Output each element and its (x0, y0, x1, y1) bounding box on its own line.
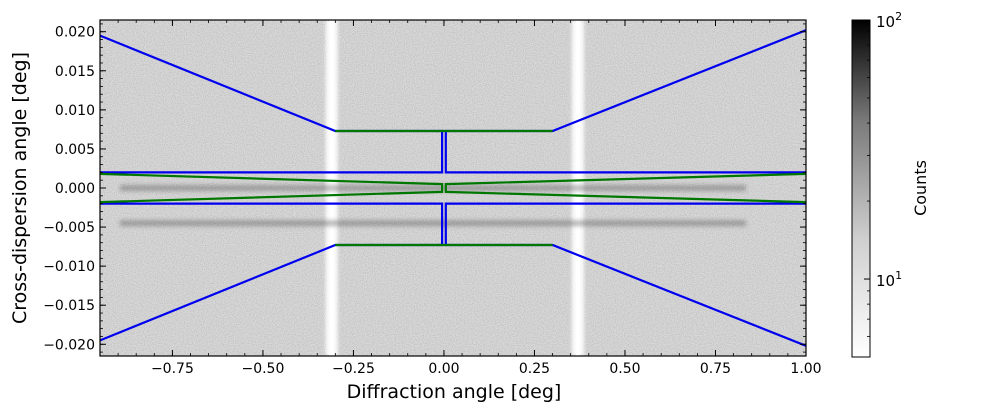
y-tick-label: 0.000 (55, 181, 95, 197)
y-axis-label: Cross-dispersion angle [deg] (9, 52, 31, 324)
colorbar-tick-label: 102 (876, 10, 902, 31)
y-tick-label: 0.020 (55, 25, 95, 41)
y-tick-label: 0.005 (55, 142, 95, 158)
x-tick-label: 1.00 (790, 361, 821, 377)
x-tick-label: −0.75 (151, 361, 194, 377)
y-tick-label: −0.010 (43, 259, 95, 275)
y-tick-label: −0.020 (43, 337, 95, 353)
green-source-region-segment-1 (444, 172, 806, 204)
x-tick-label: 0.00 (428, 361, 459, 377)
x-tick-label: 0.25 (519, 361, 550, 377)
colorbar-gradient (851, 19, 871, 358)
emission-band-0 (120, 185, 746, 191)
plot-area: −0.75 −0.50 −0.25 0.00 0.25 0.50 0.75 1.00 0.020… (43, 19, 822, 377)
colorbar-tick-label: 101 (876, 269, 902, 290)
y-tick-label: −0.015 (43, 298, 95, 314)
y-tick-label: 0.015 (55, 64, 95, 80)
y-tick-label: 0.010 (55, 103, 95, 119)
x-tick-label: 0.50 (609, 361, 640, 377)
green-source-region-segment-0 (100, 172, 444, 204)
x-tick-label: −0.50 (241, 361, 284, 377)
x-tick-label: −0.25 (332, 361, 375, 377)
colorbar: 102 101 Counts (851, 10, 930, 358)
x-tick-label: 0.75 (700, 361, 731, 377)
y-tick-label: −0.005 (43, 220, 95, 236)
x-axis-label: Diffraction angle [deg] (347, 381, 562, 403)
emission-band-1 (120, 220, 746, 227)
colorbar-label: Counts (911, 160, 930, 216)
